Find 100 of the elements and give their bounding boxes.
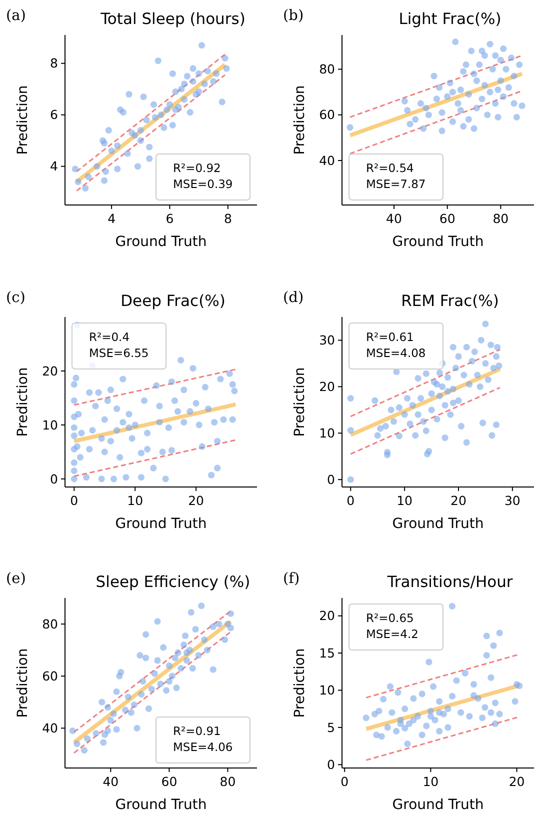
point (166, 678, 172, 685)
point (190, 65, 196, 72)
point (452, 38, 459, 46)
text: (f) (283, 571, 300, 587)
y-tick-label: 15 (319, 645, 335, 660)
y-tick-label: 80 (42, 616, 58, 632)
point (92, 730, 100, 737)
y-tick-label: 0 (50, 471, 58, 486)
point (460, 122, 467, 130)
point (166, 662, 172, 669)
point (142, 654, 150, 662)
point (169, 122, 176, 128)
y-tick-label: 8 (50, 56, 58, 71)
point (426, 658, 432, 666)
x-tick-label: 10 (422, 774, 439, 789)
point (138, 691, 145, 698)
point (486, 88, 494, 96)
point (204, 646, 211, 654)
point (449, 118, 456, 126)
point (457, 86, 464, 94)
point (137, 127, 144, 134)
point (510, 72, 518, 80)
point (362, 714, 370, 722)
chart-title: Sleep Efficiency (%) (96, 573, 250, 591)
point (114, 166, 121, 172)
point (122, 706, 129, 714)
point (128, 130, 136, 136)
y-tick-label: 6 (50, 107, 58, 122)
point (160, 644, 167, 651)
point (448, 692, 456, 700)
point (444, 724, 452, 731)
point (82, 184, 89, 192)
point (373, 732, 380, 738)
point (425, 112, 432, 118)
point (118, 668, 124, 676)
point (84, 173, 92, 180)
point (169, 70, 176, 77)
point (188, 609, 194, 616)
annotation: MSE=0.39 (173, 177, 233, 191)
y-tick-label: 20 (319, 608, 336, 624)
y-tick-label: 20 (42, 363, 58, 378)
point (146, 155, 153, 162)
x-tick-label: 6 (166, 211, 174, 226)
point (492, 52, 499, 59)
point (453, 677, 460, 684)
point (516, 682, 523, 690)
point (376, 708, 382, 714)
point (433, 96, 440, 102)
point (508, 54, 515, 62)
point (158, 112, 164, 118)
annotation: MSE=4.06 (173, 740, 233, 754)
point (201, 80, 208, 88)
point (457, 107, 464, 114)
point (74, 740, 80, 748)
x-tick-label: 20 (450, 493, 466, 508)
point (414, 712, 422, 720)
point (168, 672, 176, 680)
point (166, 101, 174, 108)
point (482, 704, 488, 711)
x-tick-label: 10 (127, 493, 144, 508)
x-tick-label: 0 (70, 493, 78, 508)
point (423, 722, 430, 730)
y-tick-label: 0 (327, 472, 336, 487)
point (468, 48, 475, 54)
point (146, 144, 153, 150)
point (492, 100, 499, 107)
point (186, 108, 194, 116)
point (417, 100, 424, 107)
point (384, 724, 391, 731)
point (436, 709, 443, 716)
point (164, 106, 170, 113)
point (518, 102, 526, 110)
x-tick-label: 10 (396, 493, 413, 508)
point (134, 163, 142, 170)
y-tick-label: 4 (50, 158, 58, 174)
point (98, 698, 106, 706)
point (460, 68, 467, 75)
point (198, 42, 206, 49)
text: (a) (6, 8, 26, 24)
point (462, 670, 468, 676)
point (388, 709, 396, 716)
x-tick-label: 8 (224, 211, 232, 226)
point (510, 100, 518, 107)
point (137, 137, 144, 144)
point (113, 688, 120, 696)
point (178, 664, 184, 672)
point (183, 657, 190, 664)
point (180, 96, 188, 103)
point (436, 84, 443, 91)
point (154, 57, 162, 64)
point (130, 701, 138, 708)
point (110, 710, 117, 718)
point (105, 127, 112, 134)
point (223, 65, 230, 72)
point (104, 704, 112, 711)
point (406, 120, 414, 128)
point (470, 70, 478, 78)
point (140, 94, 147, 100)
point (436, 728, 443, 734)
point (494, 86, 502, 94)
